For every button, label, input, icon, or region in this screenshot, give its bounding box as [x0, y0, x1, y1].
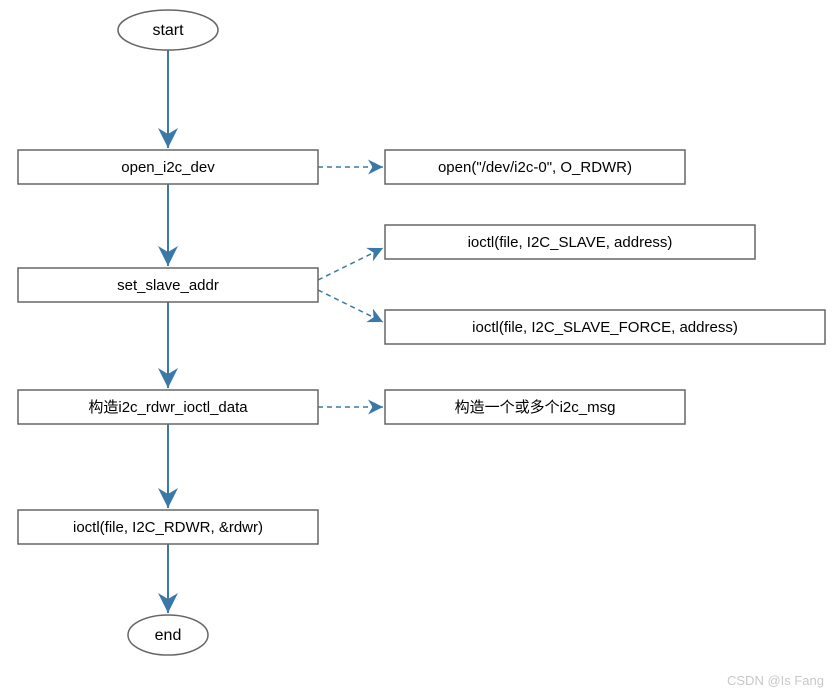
label-open-call: open("/dev/i2c-0", O_RDWR) [438, 159, 632, 176]
label-end: end [155, 627, 182, 644]
label-construct: 构造i2c_rdwr_ioctl_data [88, 399, 248, 416]
label-set-addr: set_slave_addr [117, 277, 219, 294]
label-start: start [152, 22, 184, 39]
label-open-dev: open_i2c_dev [121, 159, 215, 176]
edge-set-force [318, 290, 383, 322]
label-ioctl-force: ioctl(file, I2C_SLAVE_FORCE, address) [472, 319, 738, 336]
label-ioctl-rdwr: ioctl(file, I2C_RDWR, &rdwr) [73, 519, 263, 536]
edge-set-slave [318, 248, 383, 280]
watermark-text: CSDN @Is Fang [727, 673, 824, 688]
flowchart-canvas: start open_i2c_dev open("/dev/i2c-0", O_… [0, 0, 836, 696]
label-construct-msg: 构造一个或多个i2c_msg [455, 399, 616, 416]
label-ioctl-slave: ioctl(file, I2C_SLAVE, address) [468, 234, 673, 251]
